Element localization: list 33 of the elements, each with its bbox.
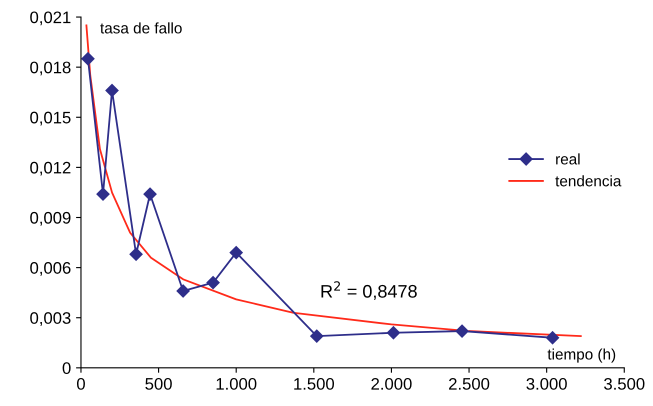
y-tick-label: 0 bbox=[62, 362, 71, 374]
point bbox=[105, 84, 119, 98]
point bbox=[129, 248, 143, 261]
legend-label: tendencia bbox=[555, 175, 622, 186]
x-tick-label: 2.500 bbox=[449, 378, 490, 390]
y-tick-label: 0,006 bbox=[30, 262, 71, 276]
point bbox=[230, 246, 243, 260]
point bbox=[81, 52, 95, 66]
x-tick-label: 1.500 bbox=[294, 378, 334, 390]
legend-label: real bbox=[556, 153, 580, 165]
annotation: R$^{2}$ = 0,8478 bbox=[322, 281, 417, 300]
y-tick-label: 0,015 bbox=[30, 112, 71, 126]
x-tick-label: 2.000 bbox=[371, 378, 412, 390]
y-axis-title: tasa de fallo bbox=[100, 22, 182, 34]
point bbox=[206, 276, 220, 290]
point bbox=[310, 330, 324, 343]
y-tick-label: 0,021 bbox=[30, 11, 70, 26]
y-tick-label: 0,009 bbox=[30, 212, 70, 226]
x-tick-label: 3.500 bbox=[604, 378, 644, 390]
x-tick-label: 0 bbox=[76, 378, 85, 390]
x-tick-label: 3.000 bbox=[526, 378, 567, 390]
y-tick-label: 0,012 bbox=[30, 162, 70, 176]
point bbox=[176, 284, 190, 298]
x-tick-label: 500 bbox=[145, 378, 172, 390]
y-tick-label: 0,003 bbox=[30, 312, 71, 326]
point bbox=[386, 326, 400, 340]
point bbox=[455, 324, 469, 338]
point bbox=[96, 188, 110, 201]
point bbox=[143, 188, 157, 201]
x-axis-title: tiempo (h) bbox=[548, 348, 616, 363]
point bbox=[546, 331, 560, 344]
x-tick-label: 1.000 bbox=[216, 378, 256, 390]
y-tick-label: 0,018 bbox=[30, 62, 71, 76]
